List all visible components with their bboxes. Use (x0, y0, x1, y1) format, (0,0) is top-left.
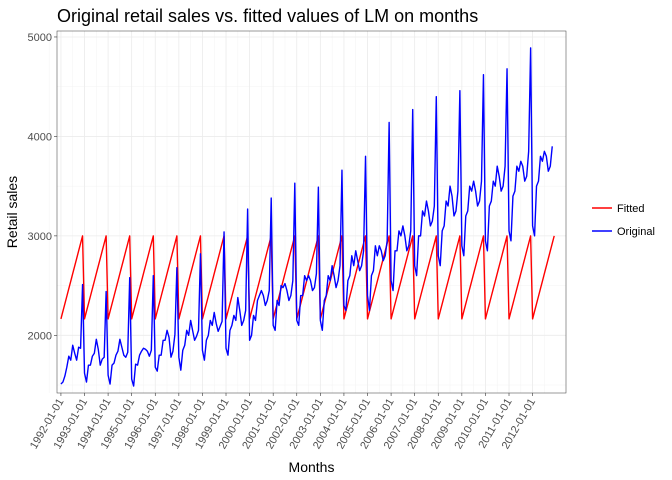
y-axis-title: Retail sales (4, 176, 20, 248)
x-axis-title: Months (289, 459, 335, 475)
legend: Fitted Original (592, 203, 655, 238)
y-tick-label: 5000 (28, 32, 52, 44)
legend-label-original: Original (617, 226, 655, 238)
series-layer (60, 47, 555, 387)
y-axis: 2000 3000 4000 5000 (28, 32, 57, 342)
y-tick-label: 2000 (28, 330, 52, 342)
x-axis: 1992-01-011993-01-011994-01-011995-01-01… (28, 393, 538, 451)
plot-panel-border (56, 30, 567, 394)
y-tick-label: 4000 (28, 131, 52, 143)
series-line-original (60, 47, 553, 387)
y-tick-label: 3000 (28, 231, 52, 243)
chart-title: Original retail sales vs. fitted values … (57, 6, 478, 26)
minor-gridlines (48, 31, 566, 393)
legend-label-fitted: Fitted (617, 203, 645, 215)
